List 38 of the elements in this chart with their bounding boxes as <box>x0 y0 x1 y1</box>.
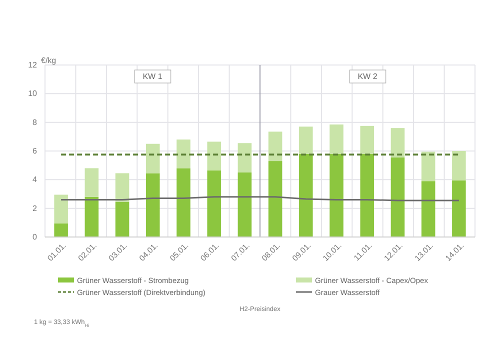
bar <box>238 143 252 172</box>
annotation: KW 1 <box>142 72 163 81</box>
y-tick-label: 0 <box>32 232 38 242</box>
bar <box>299 154 313 237</box>
bar <box>421 152 436 182</box>
bar <box>207 142 221 170</box>
bar <box>207 170 221 237</box>
bar <box>115 202 130 237</box>
bar <box>84 168 99 197</box>
bar <box>452 151 466 180</box>
bar <box>421 181 436 237</box>
y-tick-label: 4 <box>32 175 38 184</box>
bar <box>360 126 374 154</box>
bar <box>390 157 405 237</box>
bar <box>330 124 344 154</box>
bar <box>390 128 405 158</box>
bar <box>84 196 99 237</box>
y-tick-label: 6 <box>32 146 38 156</box>
bar <box>176 168 190 237</box>
bar <box>54 223 68 237</box>
bar <box>115 173 130 202</box>
bar <box>238 172 252 237</box>
y-axis-title: €/kg <box>41 56 56 65</box>
annotation: KW 2 <box>358 72 378 81</box>
bar <box>146 144 160 174</box>
bar <box>330 154 344 237</box>
y-tick-label: 10 <box>28 89 38 98</box>
bar <box>176 140 190 168</box>
bar <box>268 132 282 162</box>
bar <box>452 180 466 237</box>
y-tick-label: 8 <box>32 118 38 127</box>
bar <box>360 154 374 237</box>
y-tick-label: 12 <box>28 60 38 70</box>
bar <box>146 173 160 237</box>
y-tick-label: 2 <box>32 204 38 213</box>
bar <box>299 126 313 154</box>
bar <box>54 194 68 224</box>
bar <box>268 161 282 237</box>
